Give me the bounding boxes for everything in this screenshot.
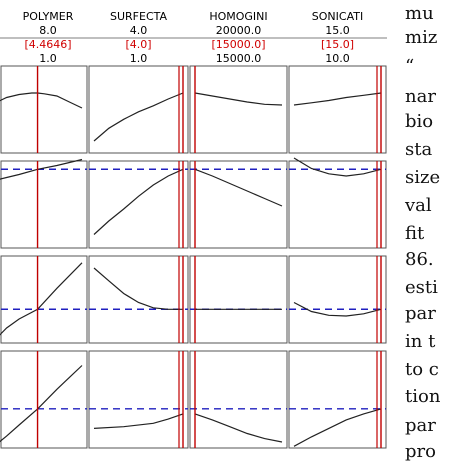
side-text-line-3: “ [405,56,414,77]
side-text-line-10: 86. [405,249,434,270]
side-text-line-12: par [405,303,436,324]
factor-name-homogini: HOMOGINI [209,10,267,23]
profile-curve-r3-c1 [0,263,82,341]
factor-name-polymer: POLYMER [23,10,74,23]
side-text-line-7: size [405,167,440,188]
panel-r1-c4 [289,66,386,153]
profile-curve-r1-c1 [0,93,82,108]
factor-low-sonicati: 10.0 [325,52,350,65]
factor-high-homogini: 20000.0 [216,24,262,37]
factor-low-homogini: 15000.0 [216,52,262,65]
side-text-line-2: miz [405,27,437,48]
profile-curve-r2-c3 [195,169,282,206]
factor-high-sonicati: 15.0 [325,24,350,37]
panel-r2-c4 [289,161,386,248]
profile-curve-r3-c2 [94,268,183,309]
side-text-line-14: to c [405,359,439,380]
profile-curve-r2-c1 [0,160,82,181]
side-text-line-5: bio [405,111,433,132]
panel-r4-c4 [289,351,386,448]
factor-current-homogini: [15000.0] [211,38,265,51]
side-text-line-1: mu [405,3,434,24]
side-text-line-17: pro [405,441,436,462]
side-text-line-8: val [404,195,432,216]
factor-name-surfecta: SURFECTA [110,10,168,23]
side-text-line-15: tion [405,386,441,407]
factor-high-surfecta: 4.0 [130,24,148,37]
panel-r4-c2 [89,351,188,448]
side-text-line-16: par [405,415,436,436]
factor-low-surfecta: 1.0 [130,52,148,65]
profile-curve-r2-c2 [94,169,183,234]
panel-r1-c1 [1,66,87,153]
panel-r2-c1 [1,161,87,248]
profile-curve-r1-c3 [195,93,282,105]
side-text-line-13: in t [405,331,436,352]
profile-curve-r4-c4 [294,409,381,446]
side-text-line-6: sta [405,139,432,160]
side-text-line-4: nar [405,86,436,107]
panel-r1-c2 [89,66,188,153]
panel-r2-c3 [190,161,287,248]
profile-curve-r1-c4 [294,93,381,105]
factor-low-polymer: 1.0 [39,52,57,65]
side-text-line-11: esti [405,277,438,298]
profile-curve-r4-c3 [195,414,282,442]
panel-r4-c1 [1,351,87,448]
panel-r3-c2 [89,256,188,343]
panel-r4-c3 [190,351,287,448]
factor-headers: POLYMER8.0[4.4646]1.0SURFECTA4.0[4.0]1.0… [0,10,387,65]
panel-r3-c3 [190,256,287,343]
profile-curve-r4-c1 [0,366,82,447]
side-text-line-9: fit [405,223,425,244]
factor-current-sonicati: [15.0] [321,38,354,51]
factor-current-polymer: [4.4646] [24,38,71,51]
factor-high-polymer: 8.0 [39,24,57,37]
profiler-panels [0,66,386,448]
panel-r3-c1 [1,256,87,343]
profile-curve-r1-c2 [94,93,183,141]
panel-r3-c4 [289,256,386,343]
factor-current-surfecta: [4.0] [125,38,151,51]
cropped-body-text: mu miz “ nar bio sta size val fit 86. esti par in t t… [404,3,441,462]
panel-r1-c3 [190,66,287,153]
factor-name-sonicati: SONICATI [312,10,363,23]
profile-curve-r4-c2 [94,414,183,429]
